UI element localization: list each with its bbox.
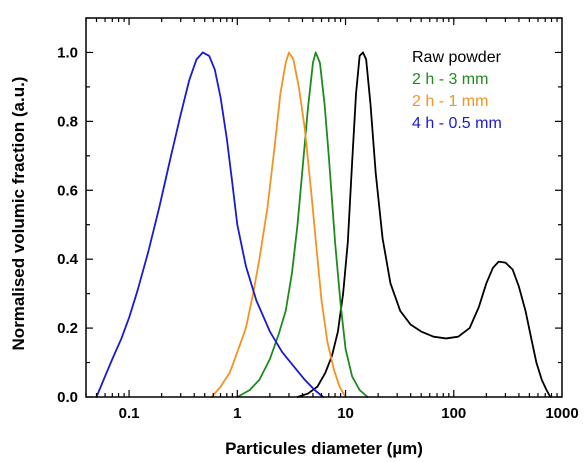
legend: Raw powder 2 h - 3 mm 2 h - 1 mm 4 h - 0.5 … [412, 49, 502, 132]
y-tick-label: 0.4 [57, 251, 79, 268]
y-tick-label: 0.6 [57, 182, 78, 199]
x-axis-title: Particules diameter (µm) [225, 439, 423, 458]
plot-frame [86, 18, 562, 397]
y-axis-title: Normalised volumic fraction (a.u.) [9, 77, 28, 351]
x-tick-label: 1000 [545, 405, 578, 422]
x-tick-label: 100 [441, 405, 466, 422]
x-tick-label: 0.1 [119, 405, 140, 422]
y-tick-label: 0.2 [57, 320, 78, 337]
legend-entry-1: Raw powder [412, 49, 502, 66]
series-line-4 [96, 52, 323, 397]
x-tick-label: 1 [233, 405, 241, 422]
x-tick-label: 10 [337, 405, 354, 422]
legend-entry-2: 2 h - 3 mm [412, 71, 488, 88]
legend-entry-3: 2 h - 1 mm [412, 93, 488, 110]
legend-entry-4: 4 h - 0.5 mm [412, 115, 502, 132]
y-tick-label: 0.0 [57, 389, 78, 406]
y-tick-label: 1.0 [57, 44, 78, 61]
y-tick-label: 0.8 [57, 113, 78, 130]
